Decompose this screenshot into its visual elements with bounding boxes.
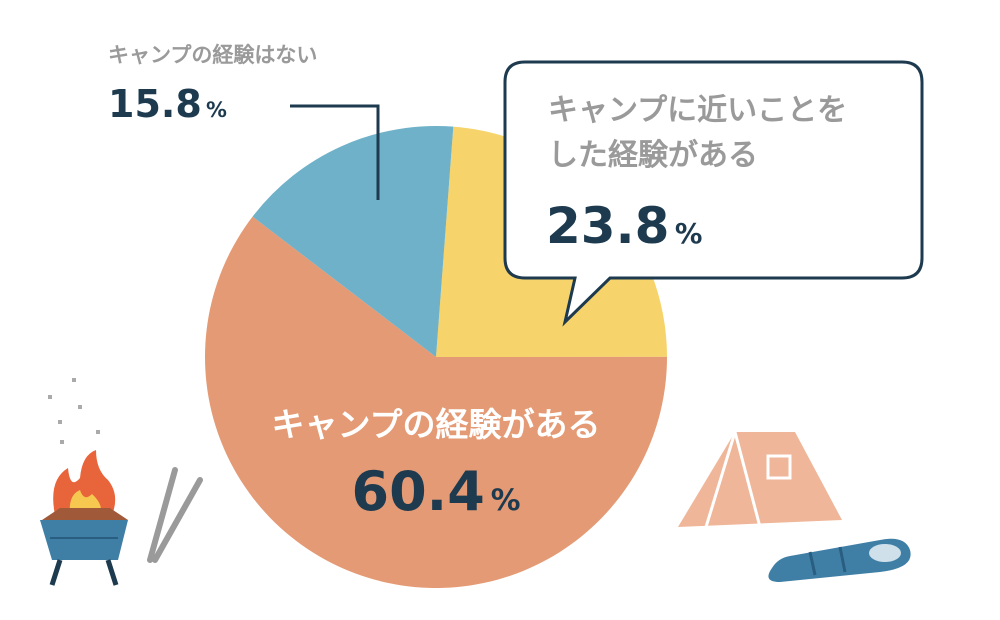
- value-number: 15.8: [108, 82, 202, 126]
- sleeping-bag-icon: [768, 538, 911, 582]
- unit: %: [490, 483, 521, 518]
- leader-line: [290, 104, 380, 200]
- callout-box: [503, 60, 924, 327]
- pie-slice: [205, 216, 667, 588]
- value-label: 60.4%: [236, 460, 636, 525]
- unit: %: [205, 98, 227, 122]
- slice-label: キャンプの経験がある: [271, 405, 601, 444]
- slice-label: キャンプに近いことをした経験がある: [548, 93, 848, 173]
- unit: %: [674, 218, 703, 250]
- value-label: 23.8%: [546, 196, 702, 256]
- tongs-icon: [147, 467, 203, 563]
- pie-slice: [252, 125, 454, 357]
- value-number: 23.8: [546, 197, 670, 255]
- value-label: 15.8%: [108, 82, 227, 128]
- value-number: 60.4: [351, 460, 485, 523]
- slice-label: キャンプの経験はない: [108, 43, 318, 67]
- tent-icon: [678, 426, 842, 528]
- campfire-icon: [40, 378, 128, 586]
